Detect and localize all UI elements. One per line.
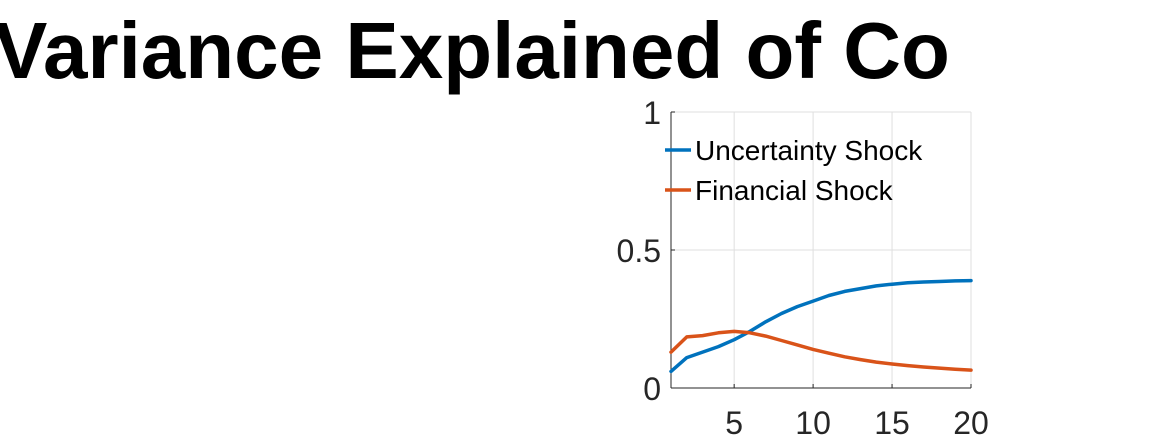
y-tick-label: 0 [643,371,661,407]
y-tick-label: 1 [643,95,661,131]
legend-label-uncertainty-shock: Uncertainty Shock [695,135,923,166]
y-tick-label: 0.5 [617,233,661,269]
legend-label-financial-shock: Financial Shock [695,175,894,206]
series-line-financial-shock [669,329,973,372]
chart-title: Variance Explained of Co [0,6,950,95]
x-tick-label: 15 [874,405,910,437]
legend: Uncertainty Shock Financial Shock [665,135,923,206]
plot-series [669,278,973,374]
series-line-uncertainty-shock [669,278,973,374]
x-tick-label: 20 [953,405,989,437]
axes [670,111,972,389]
x-tick-label: 10 [795,405,831,437]
tick-labels: 5 10 15 20 0 0.5 1 [617,95,989,437]
x-tick-label: 5 [725,405,743,437]
